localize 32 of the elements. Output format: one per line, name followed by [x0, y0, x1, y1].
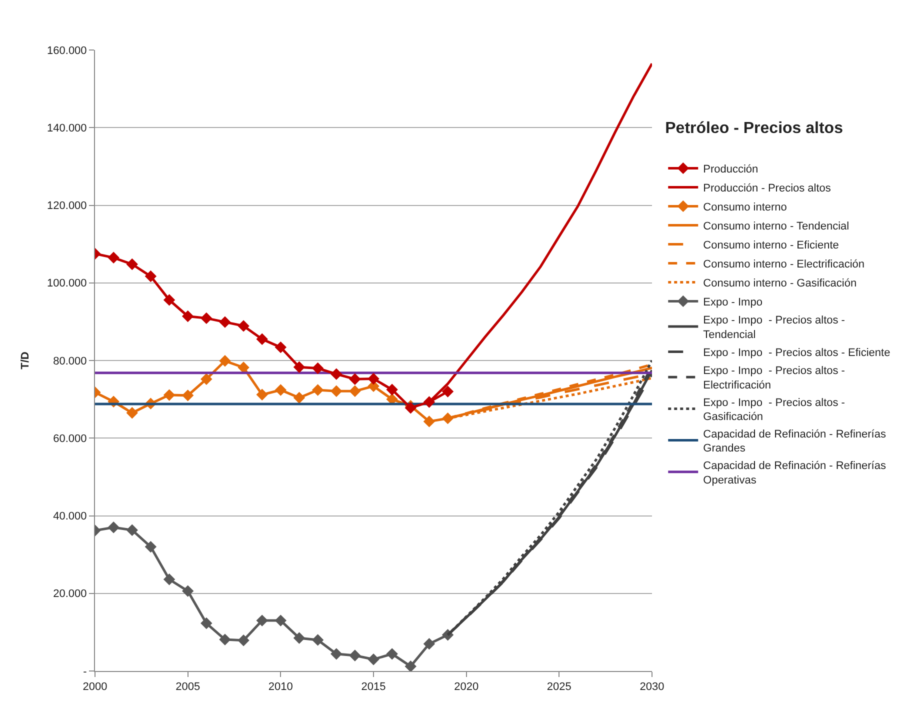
- legend-label: Consumo interno - Tendencial: [703, 220, 850, 232]
- legend-label: Expo - Impo - Precios altos - Gasificación: [703, 396, 846, 424]
- y-tick-label: 120.000: [47, 200, 87, 212]
- x-tick-label: 2025: [546, 681, 572, 694]
- legend-label: Consumo interno - Electrificación: [703, 258, 865, 270]
- legend-title: Petróleo - Precios altos: [665, 120, 844, 137]
- legend-label: Consumo interno - Gasificación: [703, 277, 857, 290]
- y-tick-label: 20.000: [53, 588, 87, 600]
- y-tick-label: 160.000: [47, 44, 87, 57]
- y-axis-title: T/D: [20, 352, 32, 370]
- y-tick-label: 40.000: [53, 510, 87, 523]
- y-tick-label: 140.000: [47, 122, 87, 134]
- x-tick-label: 2020: [454, 681, 479, 694]
- legend-label: Expo - Impo - Precios altos - Electrificación: [703, 365, 846, 392]
- y-tick-label: 100.000: [47, 278, 87, 290]
- x-tick-label: 2005: [176, 681, 200, 694]
- y-tick-label: -: [83, 666, 88, 678]
- legend-label: Expo - Impo - Precios altos - Eficiente: [703, 347, 890, 360]
- y-tick-label: 60.000: [53, 432, 87, 445]
- legend-label: Consumo interno: [703, 201, 787, 214]
- x-tick-label: 2010: [268, 681, 293, 694]
- x-tick-label: 2015: [361, 681, 386, 694]
- x-tick-label: 2000: [82, 681, 108, 694]
- legend-label: Producción - Precios altos: [703, 182, 832, 194]
- legend-label: Expo - Impo: [703, 296, 762, 308]
- y-tick-label: 80.000: [53, 355, 87, 368]
- legend-label: Consumo interno - Eficiente: [703, 239, 839, 252]
- legend-label: Expo - Impo - Precios altos - Tendencial: [703, 314, 846, 341]
- legend-label: Capacidad de Refinación - Refinerías Grandes: [703, 428, 886, 455]
- legend-label: Capacidad de Refinación - Refinerías Operativas: [703, 460, 886, 486]
- legend-label: Producción: [703, 163, 758, 176]
- x-tick-label: 2030: [640, 681, 664, 694]
